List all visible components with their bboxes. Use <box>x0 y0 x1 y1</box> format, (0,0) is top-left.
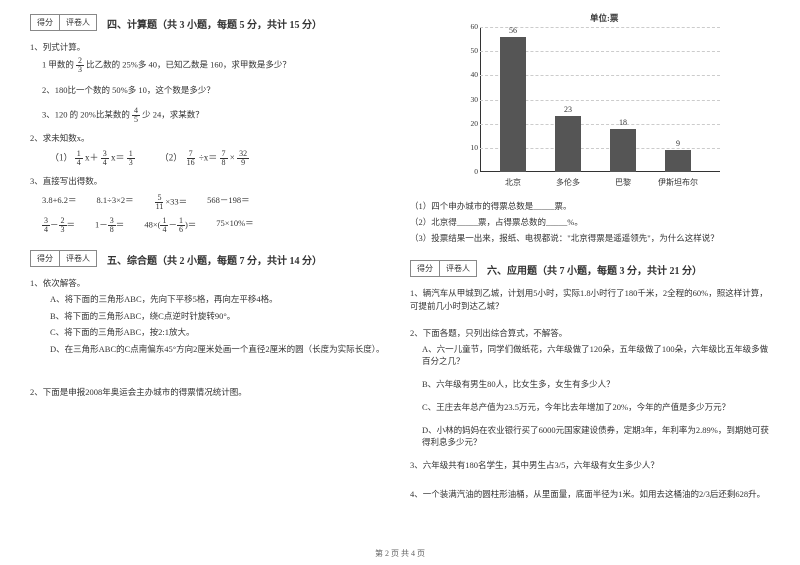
x-category-label: 北京 <box>493 177 533 188</box>
q5-1a: A、将下面的三角形ABC，先向下平移5格，再向左平移4格。 <box>50 293 390 306</box>
score-label: 得分 <box>31 15 60 30</box>
eq2: （2） 716 ÷x＝ 78 × 329 <box>160 150 249 167</box>
chart-q2: （2）北京得_____票，占得票总数的_____%。 <box>410 216 770 229</box>
q5-1-stem: 1、依次解答。 <box>30 277 390 290</box>
y-tick: 60 <box>450 22 478 31</box>
q4-1a-pre: 1 甲数的 <box>42 59 74 69</box>
q4-3-row1: 3.8+6.2＝ 8.1÷3×2＝ 511×33＝ 568－198＝ <box>42 194 390 211</box>
x-category-label: 多伦多 <box>548 177 588 188</box>
q5-1c: C、将下面的三角形ABC，按2:1放大。 <box>50 326 390 339</box>
vote-chart: 单位:票 0 10 20 30 40 50 60 56 北京 23 多伦多 18 巴黎 9 伊斯坦布尔 <box>450 12 730 192</box>
y-tick: 40 <box>450 70 478 79</box>
score-box-5: 得分 评卷人 <box>30 250 97 267</box>
y-tick: 30 <box>450 95 478 104</box>
q4-3-row2: 34－23＝ 1－38＝ 48×(14－16)＝ 75×10%＝ <box>42 217 390 234</box>
q4-2-eqs: （1） 14 x＋ 34 x＝ 13 （2） 716 ÷x＝ 78 × 329 <box>50 150 390 167</box>
q4-1a-post: 比乙数的 25%多 40，已知乙数是 160，求甲数是多少？ <box>86 59 291 69</box>
chart-q3: （3）投票结果一出来，报纸、电视都说："北京得票是遥遥领先"，为什么这样说？ <box>410 232 770 245</box>
x-category-label: 巴黎 <box>603 177 643 188</box>
score-box-6: 得分 评卷人 <box>410 260 477 277</box>
y-tick: 20 <box>450 119 478 128</box>
y-tick: 10 <box>450 143 478 152</box>
q4-1b: 2、180比一个数的 50%多 10，这个数是多少？ <box>42 84 390 97</box>
q6-2b: B、六年级有男生80人，比女生多，女生有多少人？ <box>422 378 770 391</box>
q4-1a: 1 甲数的 23 比乙数的 25%多 40，已知乙数是 160，求甲数是多少？ <box>42 57 390 74</box>
section-4-title: 四、计算题（共 3 小题，每题 5 分，共计 15 分） <box>107 16 322 31</box>
q4-3-stem: 3、直接写出得数。 <box>30 175 390 188</box>
q6-2: 2、下面各题，只列出综合算式，不解答。 <box>410 327 770 340</box>
q6-2d: D、小林的妈妈在农业银行买了6000元国家建设债券，定期3年，年利率为2.89%… <box>422 424 770 450</box>
section-6-title: 六、应用题（共 7 小题，每题 3 分，共计 21 分） <box>487 262 702 277</box>
frac-4-5: 45 <box>132 107 140 124</box>
q4-1c-pre: 3、120 的 20%比某数的 <box>42 109 130 119</box>
q5-1d: D、在三角形ABC的C点南偏东45°方向2厘米处画一个直径2厘米的圆（长度为实际… <box>50 343 390 356</box>
q5-1b: B、将下面的三角形ABC，绕C点逆时针旋转90°。 <box>50 310 390 323</box>
q4-1c: 3、120 的 20%比某数的 45 少 24，求某数？ <box>42 107 390 124</box>
chart-unit-label: 单位:票 <box>590 12 618 24</box>
q6-2c: C、王庄去年总产值为23.5万元，今年比去年增加了20%，今年的产值是多少万元？ <box>422 401 770 414</box>
q6-2a: A、六一儿童节，同学们做纸花，六年级做了120朵，五年级做了100朵，六年级比五… <box>422 343 770 369</box>
y-tick: 0 <box>450 167 478 176</box>
bar-value-label: 9 <box>665 139 691 148</box>
chart-q1: （1）四个申办城市的得票总数是_____票。 <box>410 200 770 213</box>
eq1: （1） 14 x＋ 34 x＝ 13 <box>50 150 135 167</box>
bar-value-label: 56 <box>500 26 526 35</box>
q6-4: 4、一个装满汽油的圆柱形油桶，从里面量，底面半径为1米。如用去这桶油的2/3后还… <box>410 488 770 501</box>
q4-2-stem: 2、求未知数x。 <box>30 132 390 145</box>
bar-value-label: 23 <box>555 105 581 114</box>
frac-2-3: 23 <box>76 57 84 74</box>
grader-label: 评卷人 <box>60 15 96 30</box>
q6-3: 3、六年级共有180名学生，其中男生占3/5，六年级有女生多少人？ <box>410 459 770 472</box>
bar-value-label: 18 <box>610 118 636 127</box>
q4-1-stem: 1、列式计算。 <box>30 41 390 54</box>
score-box: 得分 评卷人 <box>30 14 97 31</box>
chart-bar <box>555 116 581 172</box>
section-5-title: 五、综合题（共 2 小题，每题 7 分，共计 14 分） <box>107 252 322 267</box>
page-footer: 第 2 页 共 4 页 <box>0 548 800 559</box>
chart-bar <box>610 129 636 173</box>
q4-1c-post: 少 24，求某数？ <box>142 109 204 119</box>
chart-bar <box>665 150 691 172</box>
q5-2: 2、下面是申报2008年奥运会主办城市的得票情况统计图。 <box>30 386 390 399</box>
y-tick: 50 <box>450 46 478 55</box>
chart-bar <box>500 37 526 172</box>
x-category-label: 伊斯坦布尔 <box>658 177 698 188</box>
q6-1: 1、辆汽车从甲城到乙城，计划用5小时，实际1.8小时行了180千米，2全程的60… <box>410 287 770 313</box>
